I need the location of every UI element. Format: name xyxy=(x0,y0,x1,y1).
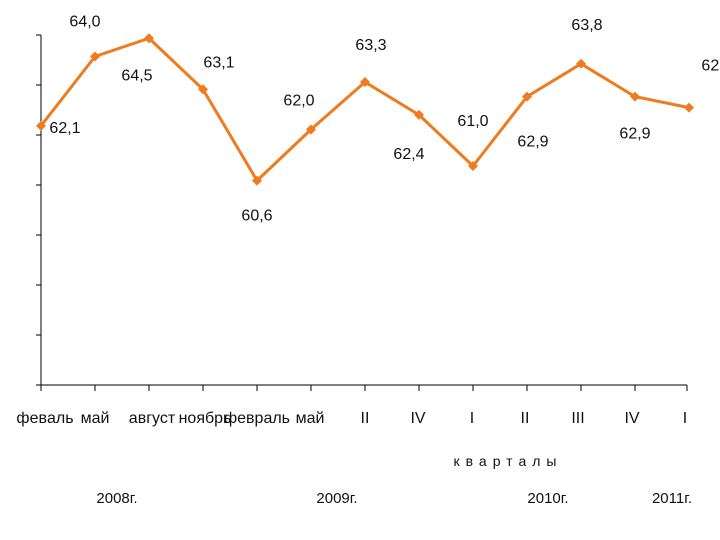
x-tick-label: февaль xyxy=(16,410,73,427)
data-label: 62,9 xyxy=(619,126,650,143)
data-point-marker xyxy=(684,102,694,113)
data-point-marker xyxy=(360,77,370,88)
data-point-marker xyxy=(252,175,262,186)
x-tick-label: май xyxy=(296,410,325,427)
data-point-marker xyxy=(90,51,100,62)
data-label: 62,1 xyxy=(49,120,80,137)
year-label: 2008г. xyxy=(96,490,137,507)
data-label: 62,4 xyxy=(393,146,424,163)
year-label: 2011г. xyxy=(652,490,692,507)
data-point-marker xyxy=(522,91,532,102)
year-label: 2009г. xyxy=(316,490,357,507)
x-tick-label: II xyxy=(361,410,370,427)
x-tick-label: I xyxy=(683,410,687,427)
data-label: 63,3 xyxy=(355,37,386,54)
data-label: 64,5 xyxy=(121,67,152,84)
x-tick-label: IV xyxy=(410,410,425,427)
data-label: 62,0 xyxy=(283,93,314,110)
chart-series xyxy=(36,33,694,186)
x-tick-label: II xyxy=(521,410,530,427)
x-tick-label: май xyxy=(81,410,110,427)
data-point-marker xyxy=(468,161,478,171)
data-label: 63,1 xyxy=(203,54,234,71)
data-point-marker xyxy=(198,84,208,95)
data-label: 62,6 xyxy=(701,58,720,75)
x-tick-label: IV xyxy=(624,410,639,427)
data-label: 61,0 xyxy=(457,113,488,130)
data-point-marker xyxy=(306,124,316,135)
data-point-marker xyxy=(144,33,154,44)
x-tick-label: III xyxy=(571,410,584,427)
x-axis-title: кварталы xyxy=(454,453,563,469)
data-label: 60,6 xyxy=(241,208,272,225)
data-label: 62,9 xyxy=(517,134,548,151)
year-label: 2010г. xyxy=(527,490,568,507)
data-label: 63,8 xyxy=(571,17,602,34)
data-point-marker xyxy=(36,120,46,131)
data-point-marker xyxy=(630,91,640,102)
x-tick-label: ноябрь xyxy=(179,410,232,427)
x-tick-label: февраль xyxy=(224,410,290,427)
series-line xyxy=(39,36,690,183)
data-point-marker xyxy=(576,58,586,69)
chart-axes xyxy=(36,34,688,391)
x-tick-label: август xyxy=(129,410,176,427)
data-label: 64,0 xyxy=(69,14,100,31)
x-tick-label: I xyxy=(470,410,474,427)
data-point-marker xyxy=(414,109,424,120)
